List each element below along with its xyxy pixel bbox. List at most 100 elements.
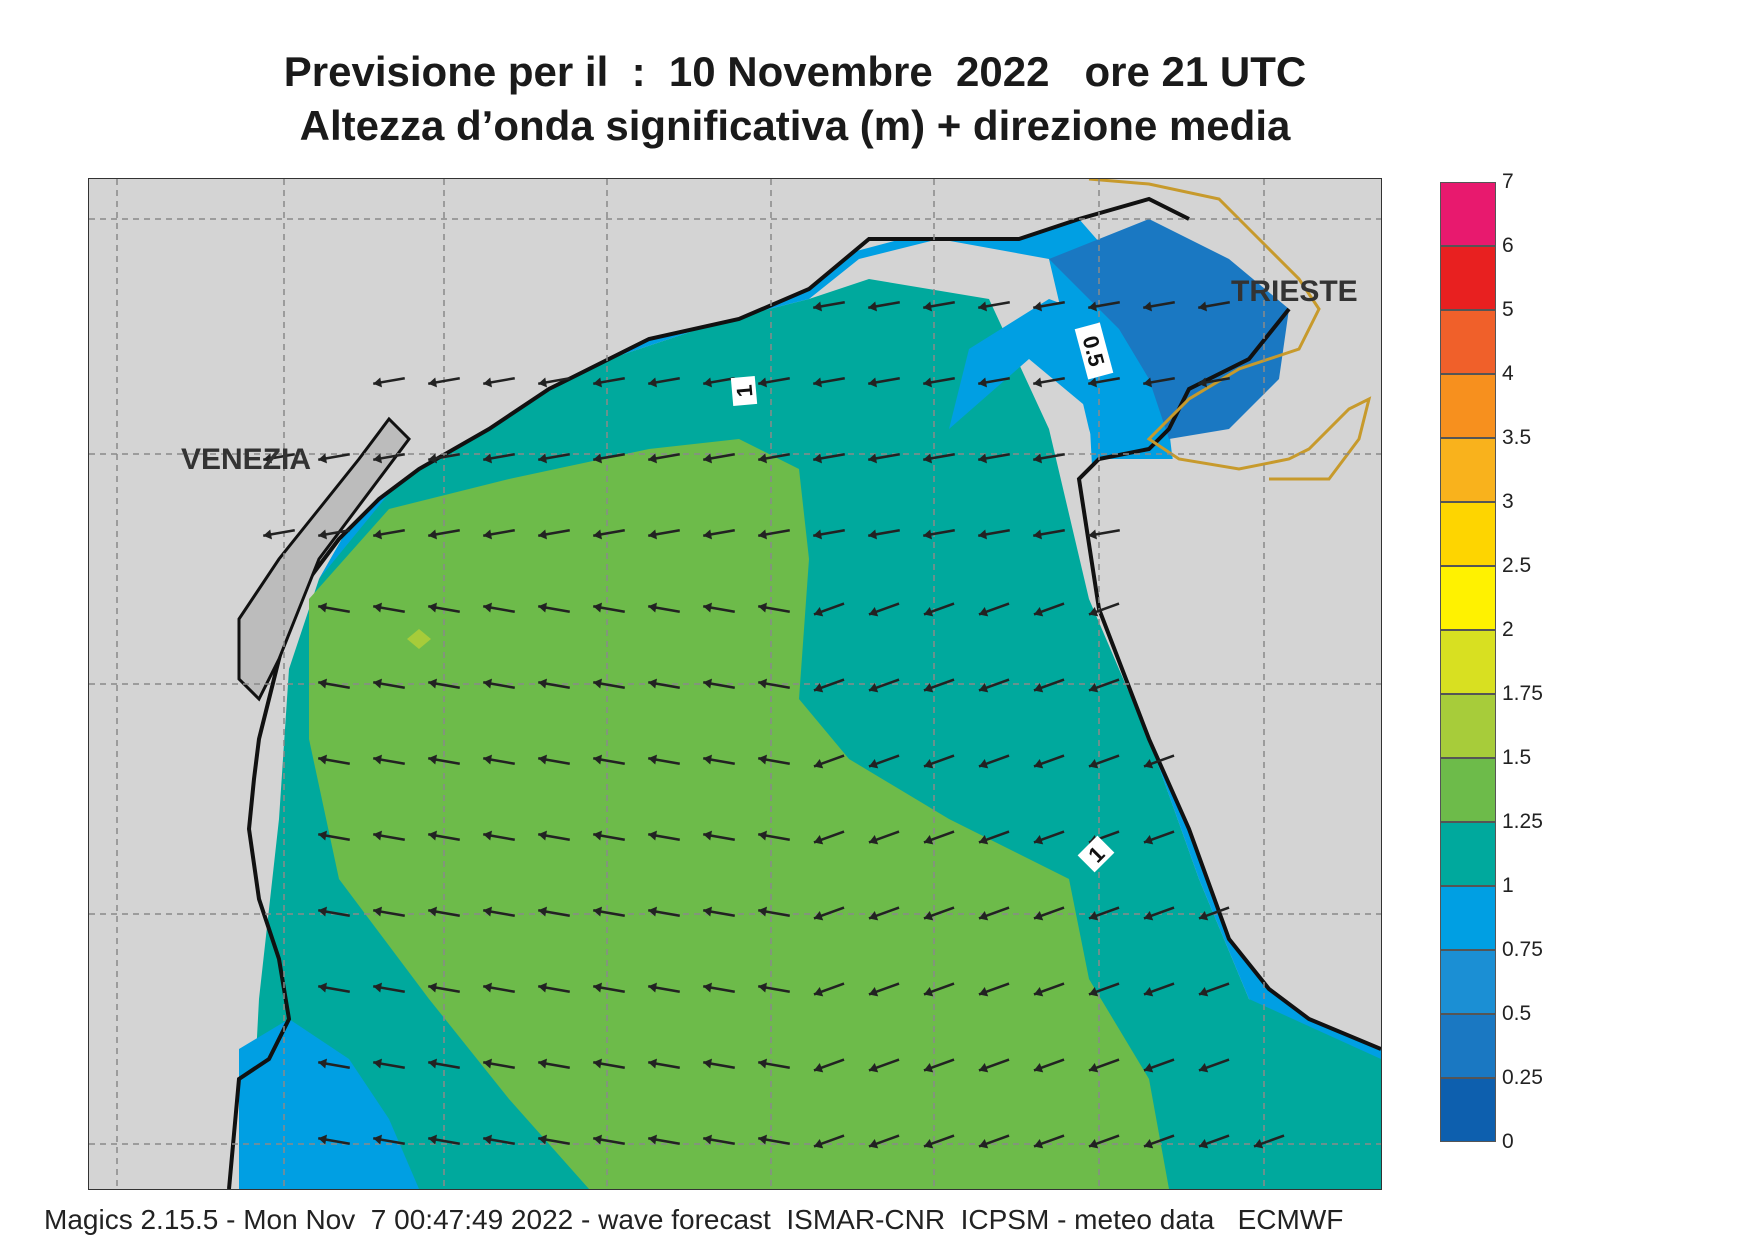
direction-arrow bbox=[318, 678, 350, 690]
direction-arrow bbox=[978, 906, 1010, 921]
direction-arrow bbox=[813, 906, 845, 921]
direction-arrow bbox=[593, 830, 625, 842]
direction-arrow bbox=[758, 1058, 790, 1070]
direction-arrow bbox=[978, 1058, 1010, 1073]
direction-arrow bbox=[593, 602, 625, 614]
direction-arrow bbox=[703, 906, 735, 918]
direction-arrow bbox=[758, 678, 790, 690]
direction-arrow bbox=[1088, 982, 1120, 997]
direction-arrow bbox=[978, 678, 1010, 693]
legend-label: 3.5 bbox=[1502, 426, 1532, 449]
direction-arrow bbox=[1088, 602, 1120, 617]
direction-arrow bbox=[483, 528, 515, 540]
direction-arrow bbox=[1253, 1134, 1285, 1149]
sea-region-0.5-0.75 bbox=[1049, 219, 1289, 439]
direction-arrow bbox=[318, 528, 350, 540]
direction-arrow bbox=[593, 528, 625, 540]
direction-arrow bbox=[428, 1134, 460, 1146]
direction-arrow bbox=[1198, 1058, 1230, 1073]
direction-arrow bbox=[758, 754, 790, 766]
coastline-north bbox=[307, 196, 1190, 581]
legend-swatch bbox=[1440, 566, 1496, 630]
direction-arrow bbox=[648, 1134, 680, 1146]
legend-label: 6 bbox=[1502, 234, 1514, 257]
direction-arrow bbox=[373, 830, 405, 842]
direction-arrow bbox=[868, 1058, 900, 1073]
direction-arrow bbox=[648, 1058, 680, 1070]
direction-arrow bbox=[1198, 982, 1230, 997]
direction-arrow bbox=[978, 830, 1010, 845]
direction-arrow bbox=[978, 602, 1010, 617]
direction-arrow bbox=[318, 602, 350, 614]
legend-label: 2.5 bbox=[1502, 554, 1532, 577]
direction-arrow bbox=[813, 982, 845, 997]
legend-swatch bbox=[1440, 886, 1496, 950]
direction-arrow bbox=[428, 754, 460, 766]
direction-arrow bbox=[428, 830, 460, 842]
direction-arrow bbox=[758, 376, 790, 388]
legend-label: 1.75 bbox=[1502, 682, 1543, 705]
direction-arrow bbox=[373, 376, 405, 388]
legend-label: 1 bbox=[1502, 874, 1514, 897]
city-label-venezia: VENEZIA bbox=[181, 443, 311, 476]
direction-arrow bbox=[538, 376, 570, 388]
direction-arrow bbox=[428, 678, 460, 690]
direction-arrow bbox=[978, 754, 1010, 769]
direction-arrow bbox=[923, 300, 955, 312]
direction-arrow bbox=[538, 452, 570, 464]
land-north bbox=[309, 179, 1381, 569]
direction-arrow bbox=[923, 678, 955, 693]
direction-arrow bbox=[483, 754, 515, 766]
direction-arrow bbox=[813, 678, 845, 693]
direction-arrow bbox=[318, 1058, 350, 1070]
direction-arrow bbox=[1088, 300, 1120, 312]
direction-arrow bbox=[1088, 1134, 1120, 1149]
direction-arrow bbox=[923, 1134, 955, 1149]
direction-arrow bbox=[868, 754, 900, 769]
direction-arrow bbox=[1143, 754, 1175, 769]
direction-arrow bbox=[1088, 528, 1120, 540]
direction-arrow bbox=[1198, 300, 1230, 312]
direction-arrow bbox=[318, 830, 350, 842]
direction-arrow bbox=[648, 754, 680, 766]
direction-arrow bbox=[648, 982, 680, 994]
direction-arrow bbox=[1033, 1134, 1065, 1149]
legend-swatch bbox=[1440, 950, 1496, 1014]
wave-height-map: 1 0.5 1 VENEZIA TRIESTE bbox=[88, 178, 1382, 1190]
direction-arrow bbox=[978, 982, 1010, 997]
direction-arrow bbox=[978, 1134, 1010, 1149]
direction-arrow bbox=[1033, 602, 1065, 617]
legend-label: 2 bbox=[1502, 618, 1514, 641]
direction-arrow bbox=[868, 1134, 900, 1149]
legend-label: 7 bbox=[1502, 170, 1514, 193]
direction-arrow bbox=[538, 602, 570, 614]
legend-label: 3 bbox=[1502, 490, 1514, 513]
contour-label-1-north: 1 bbox=[730, 376, 757, 406]
direction-arrow bbox=[593, 906, 625, 918]
direction-arrow bbox=[1198, 376, 1230, 388]
direction-arrow bbox=[593, 982, 625, 994]
sea-spot-1.5-1.75 bbox=[407, 629, 431, 649]
direction-arrow bbox=[1143, 906, 1175, 921]
direction-arrow bbox=[538, 830, 570, 842]
direction-arrow bbox=[978, 528, 1010, 540]
direction-arrow bbox=[483, 830, 515, 842]
direction-arrow bbox=[428, 602, 460, 614]
legend-swatch bbox=[1440, 374, 1496, 438]
direction-arrow bbox=[483, 982, 515, 994]
direction-arrow bbox=[648, 376, 680, 388]
direction-arrow bbox=[923, 376, 955, 388]
contour-label-1-east: 1 bbox=[1077, 835, 1115, 873]
direction-arrow bbox=[923, 602, 955, 617]
direction-arrow bbox=[483, 678, 515, 690]
legend-label: 0.25 bbox=[1502, 1066, 1543, 1089]
direction-arrow bbox=[593, 452, 625, 464]
legend-label: 0.75 bbox=[1502, 938, 1543, 961]
direction-arrow bbox=[318, 906, 350, 918]
direction-arrow bbox=[1088, 754, 1120, 769]
direction-arrow bbox=[1088, 678, 1120, 693]
direction-arrow bbox=[483, 906, 515, 918]
direction-arrow bbox=[373, 754, 405, 766]
direction-arrow bbox=[373, 602, 405, 614]
direction-arrow bbox=[1033, 830, 1065, 845]
